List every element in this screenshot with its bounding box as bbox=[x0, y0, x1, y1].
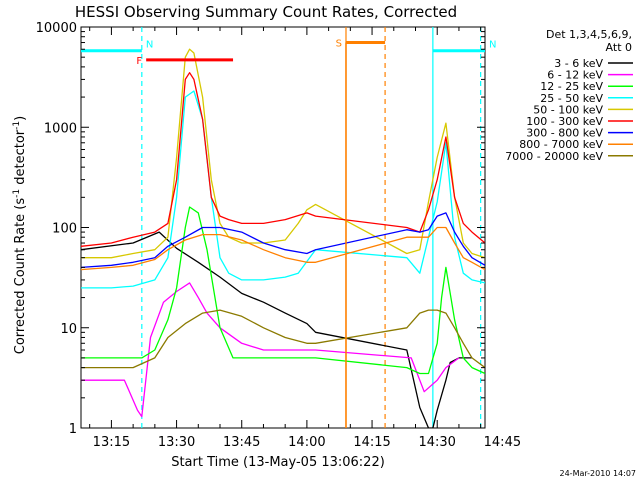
footer-timestamp: 24-Mar-2010 14:07 bbox=[560, 469, 637, 478]
y-tick-label: 1000 bbox=[44, 121, 77, 136]
legend-item-label: 800 - 7000 keV bbox=[519, 138, 603, 151]
x-tick-label: 13:45 bbox=[223, 435, 260, 450]
y-axis-label: Corrected Count Rate (s-1 detector-1) bbox=[12, 116, 28, 354]
series-line-1 bbox=[81, 282, 460, 418]
y-tick-label: 100 bbox=[52, 222, 77, 237]
plot-area: N NFS bbox=[80, 26, 496, 429]
x-tick-label: 14:45 bbox=[484, 435, 521, 450]
series-line-4 bbox=[81, 48, 485, 259]
series-line-8 bbox=[81, 309, 485, 369]
annotation-label: F bbox=[136, 56, 142, 67]
y-tick-label: 10000 bbox=[36, 21, 77, 36]
legend-item-label: 300 - 800 keV bbox=[526, 127, 603, 140]
y-axis: 1 10 100 1000 10000 bbox=[36, 21, 485, 437]
plot-content bbox=[81, 27, 485, 428]
legend-subtitle: Att 0 bbox=[606, 41, 632, 54]
x-tick-label: 14:00 bbox=[288, 435, 325, 450]
annotation-label: N bbox=[146, 40, 153, 51]
series-line-7 bbox=[81, 226, 485, 271]
x-tick-label: 14:30 bbox=[418, 435, 455, 450]
y-tick-label: 1 bbox=[69, 422, 77, 437]
series-line-5 bbox=[81, 72, 485, 247]
series-line-2 bbox=[81, 206, 485, 375]
x-tick-label: 13:30 bbox=[158, 435, 195, 450]
series-line-6 bbox=[81, 212, 485, 269]
series-line-3 bbox=[81, 90, 485, 289]
x-axis: 13:15 13:30 13:45 14:00 14:15 14:30 14:45 bbox=[89, 27, 521, 450]
x-tick-label: 14:15 bbox=[353, 435, 390, 450]
annotation-label: S bbox=[336, 39, 342, 50]
legend-item-label: 100 - 300 keV bbox=[526, 115, 603, 128]
legend-item-label: 25 - 50 keV bbox=[540, 92, 603, 105]
legend-title: Det 1,3,4,5,6,9, bbox=[546, 28, 632, 41]
x-tick-label: 13:15 bbox=[93, 435, 130, 450]
chart-title: HESSI Observing Summary Count Rates, Cor… bbox=[75, 3, 457, 21]
legend-item-label: 50 - 100 keV bbox=[533, 103, 603, 116]
legend-item-label: 3 - 6 keV bbox=[554, 57, 603, 70]
legend-item-label: 7000 - 20000 keV bbox=[505, 150, 603, 163]
y-tick-label: 10 bbox=[60, 322, 77, 337]
legend-item-label: 12 - 25 keV bbox=[540, 80, 603, 93]
legend-item-label: 6 - 12 keV bbox=[547, 69, 603, 82]
series-line-0 bbox=[81, 231, 472, 428]
annotation-label: N bbox=[489, 40, 496, 51]
x-axis-label: Start Time (13-May-05 13:06:22) bbox=[171, 455, 385, 470]
